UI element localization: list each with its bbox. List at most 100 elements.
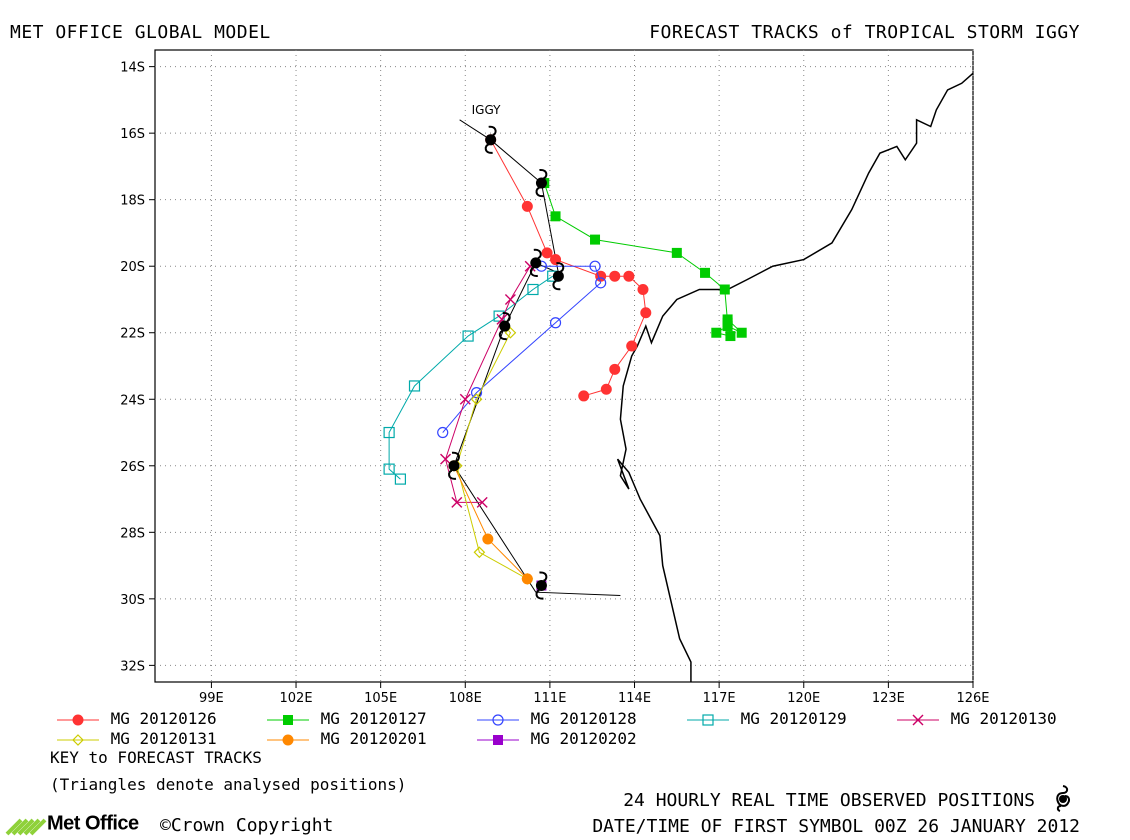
series-point: [437, 426, 449, 439]
legend-swatch-marker: [912, 714, 924, 725]
cyclone-observed-symbol: [552, 262, 565, 291]
cyclone-observed-symbol: [535, 571, 548, 600]
x-tick-label: 126E: [956, 691, 989, 706]
legend-label: MG 20120128: [521, 709, 637, 728]
cyclone-arm: [556, 262, 565, 273]
cyclone-core: [535, 177, 547, 189]
series-point: [521, 573, 533, 585]
x-tick-label: 111E: [533, 691, 566, 706]
legend-swatch-marker: [702, 713, 714, 726]
series-point: [722, 314, 733, 325]
series-point: [504, 293, 516, 305]
legend-item: MG 20120126: [55, 709, 217, 728]
series-point: [589, 260, 601, 272]
series-point: [451, 496, 463, 508]
cyclone-core: [448, 460, 460, 472]
legend-swatch: [687, 713, 729, 726]
series-point: [521, 200, 533, 212]
cyclone-arm: [533, 248, 542, 259]
series-point: [590, 234, 601, 245]
series-point: [408, 380, 421, 392]
series-point: [736, 327, 747, 338]
legend-swatch: [477, 713, 519, 726]
legend-swatch-marker: [72, 733, 84, 746]
legend-swatch-marker: [72, 714, 84, 725]
chart-title: FORECAST TRACKS of TROPICAL STORM IGGY: [649, 22, 1080, 43]
logo-text: Met Office: [47, 812, 139, 835]
cross-stroke: [451, 496, 463, 508]
legend-item: MG 20120202: [475, 729, 637, 748]
cyclone-arm: [451, 451, 460, 462]
series-point: [711, 327, 722, 338]
cyclone-arm: [502, 312, 511, 323]
y-tick-label: 26S: [120, 460, 145, 475]
legend-item: MG 20120129: [685, 709, 847, 728]
series-point: [725, 331, 736, 342]
series-point: [719, 284, 730, 295]
legend-item: MG 20120131: [55, 729, 217, 748]
x-tick-label: 120E: [787, 691, 820, 706]
series-point: [383, 463, 395, 475]
series-point: [541, 247, 553, 259]
series-point: [549, 317, 562, 329]
left-title: MET OFFICE GLOBAL MODEL: [10, 22, 271, 43]
y-tick-label: 28S: [120, 526, 145, 541]
x-tick-label: 117E: [703, 691, 736, 706]
cyclone-arm: [552, 280, 561, 291]
cyclone-core: [485, 134, 497, 146]
legend-swatch: [267, 714, 309, 725]
y-tick-label: 16S: [120, 127, 145, 142]
legend-item: MG 20120127: [265, 709, 427, 728]
x-tick-label: 114E: [618, 691, 651, 706]
series-point: [394, 473, 406, 485]
y-tick-label: 20S: [120, 260, 145, 275]
cyclone-observed-symbol: [498, 312, 511, 341]
series-point: [700, 267, 711, 278]
copyright: ©Crown Copyright: [160, 815, 334, 836]
series-point: [459, 393, 471, 405]
series-point: [482, 533, 494, 545]
legend-label: MG 20120129: [731, 709, 847, 728]
cyclone-arm: [539, 169, 548, 180]
series-point: [527, 283, 539, 296]
legend-item: MG 20120130: [895, 709, 1057, 728]
series-point: [462, 330, 474, 342]
series-point: [595, 277, 607, 289]
x-tick-label: 99E: [199, 691, 224, 706]
legend-swatch: [897, 714, 939, 725]
cyclone-observed-symbol: [529, 248, 542, 277]
cyclone-core: [530, 257, 542, 269]
cyclone-observed-symbol: [535, 169, 548, 198]
x-tick-label: 102E: [280, 691, 313, 706]
cyclone-arm: [535, 589, 544, 600]
first-symbol-datetime: DATE/TIME OF FIRST SYMBOL 00Z 26 JANUARY…: [592, 816, 1080, 837]
cross-stroke: [504, 293, 516, 305]
legend-swatch-marker: [493, 734, 503, 745]
series-point: [440, 453, 452, 465]
plot-frame: [154, 49, 974, 683]
cyclone-observed-symbol: [484, 125, 497, 154]
cross-stroke: [440, 453, 452, 465]
legend-label: MG 20120202: [521, 729, 637, 748]
legend-swatch: [267, 734, 309, 745]
cyclone-core: [552, 270, 564, 282]
legend-label: MG 20120127: [311, 709, 427, 728]
series-point: [722, 321, 733, 332]
cyclone-arm: [484, 143, 493, 154]
series-point: [550, 254, 562, 266]
series-point: [578, 390, 590, 402]
key-title: KEY to FORECAST TRACKS: [50, 748, 262, 767]
series-point: [609, 270, 621, 282]
series-point: [609, 363, 621, 375]
x-tick-label: 123E: [872, 691, 905, 706]
cyclone-arm: [488, 125, 497, 136]
observed-positions-label: 24 HOURLY REAL TIME OBSERVED POSITIONS: [623, 790, 1035, 811]
cross-stroke: [459, 393, 471, 405]
legend-swatch: [477, 734, 519, 745]
series-point: [600, 383, 612, 395]
legend-swatch-marker: [492, 713, 504, 726]
cross-stroke: [476, 496, 488, 508]
series-point: [383, 426, 395, 439]
met-office-logo: Met Office: [5, 812, 139, 836]
legend-label: MG 20120130: [941, 709, 1057, 728]
